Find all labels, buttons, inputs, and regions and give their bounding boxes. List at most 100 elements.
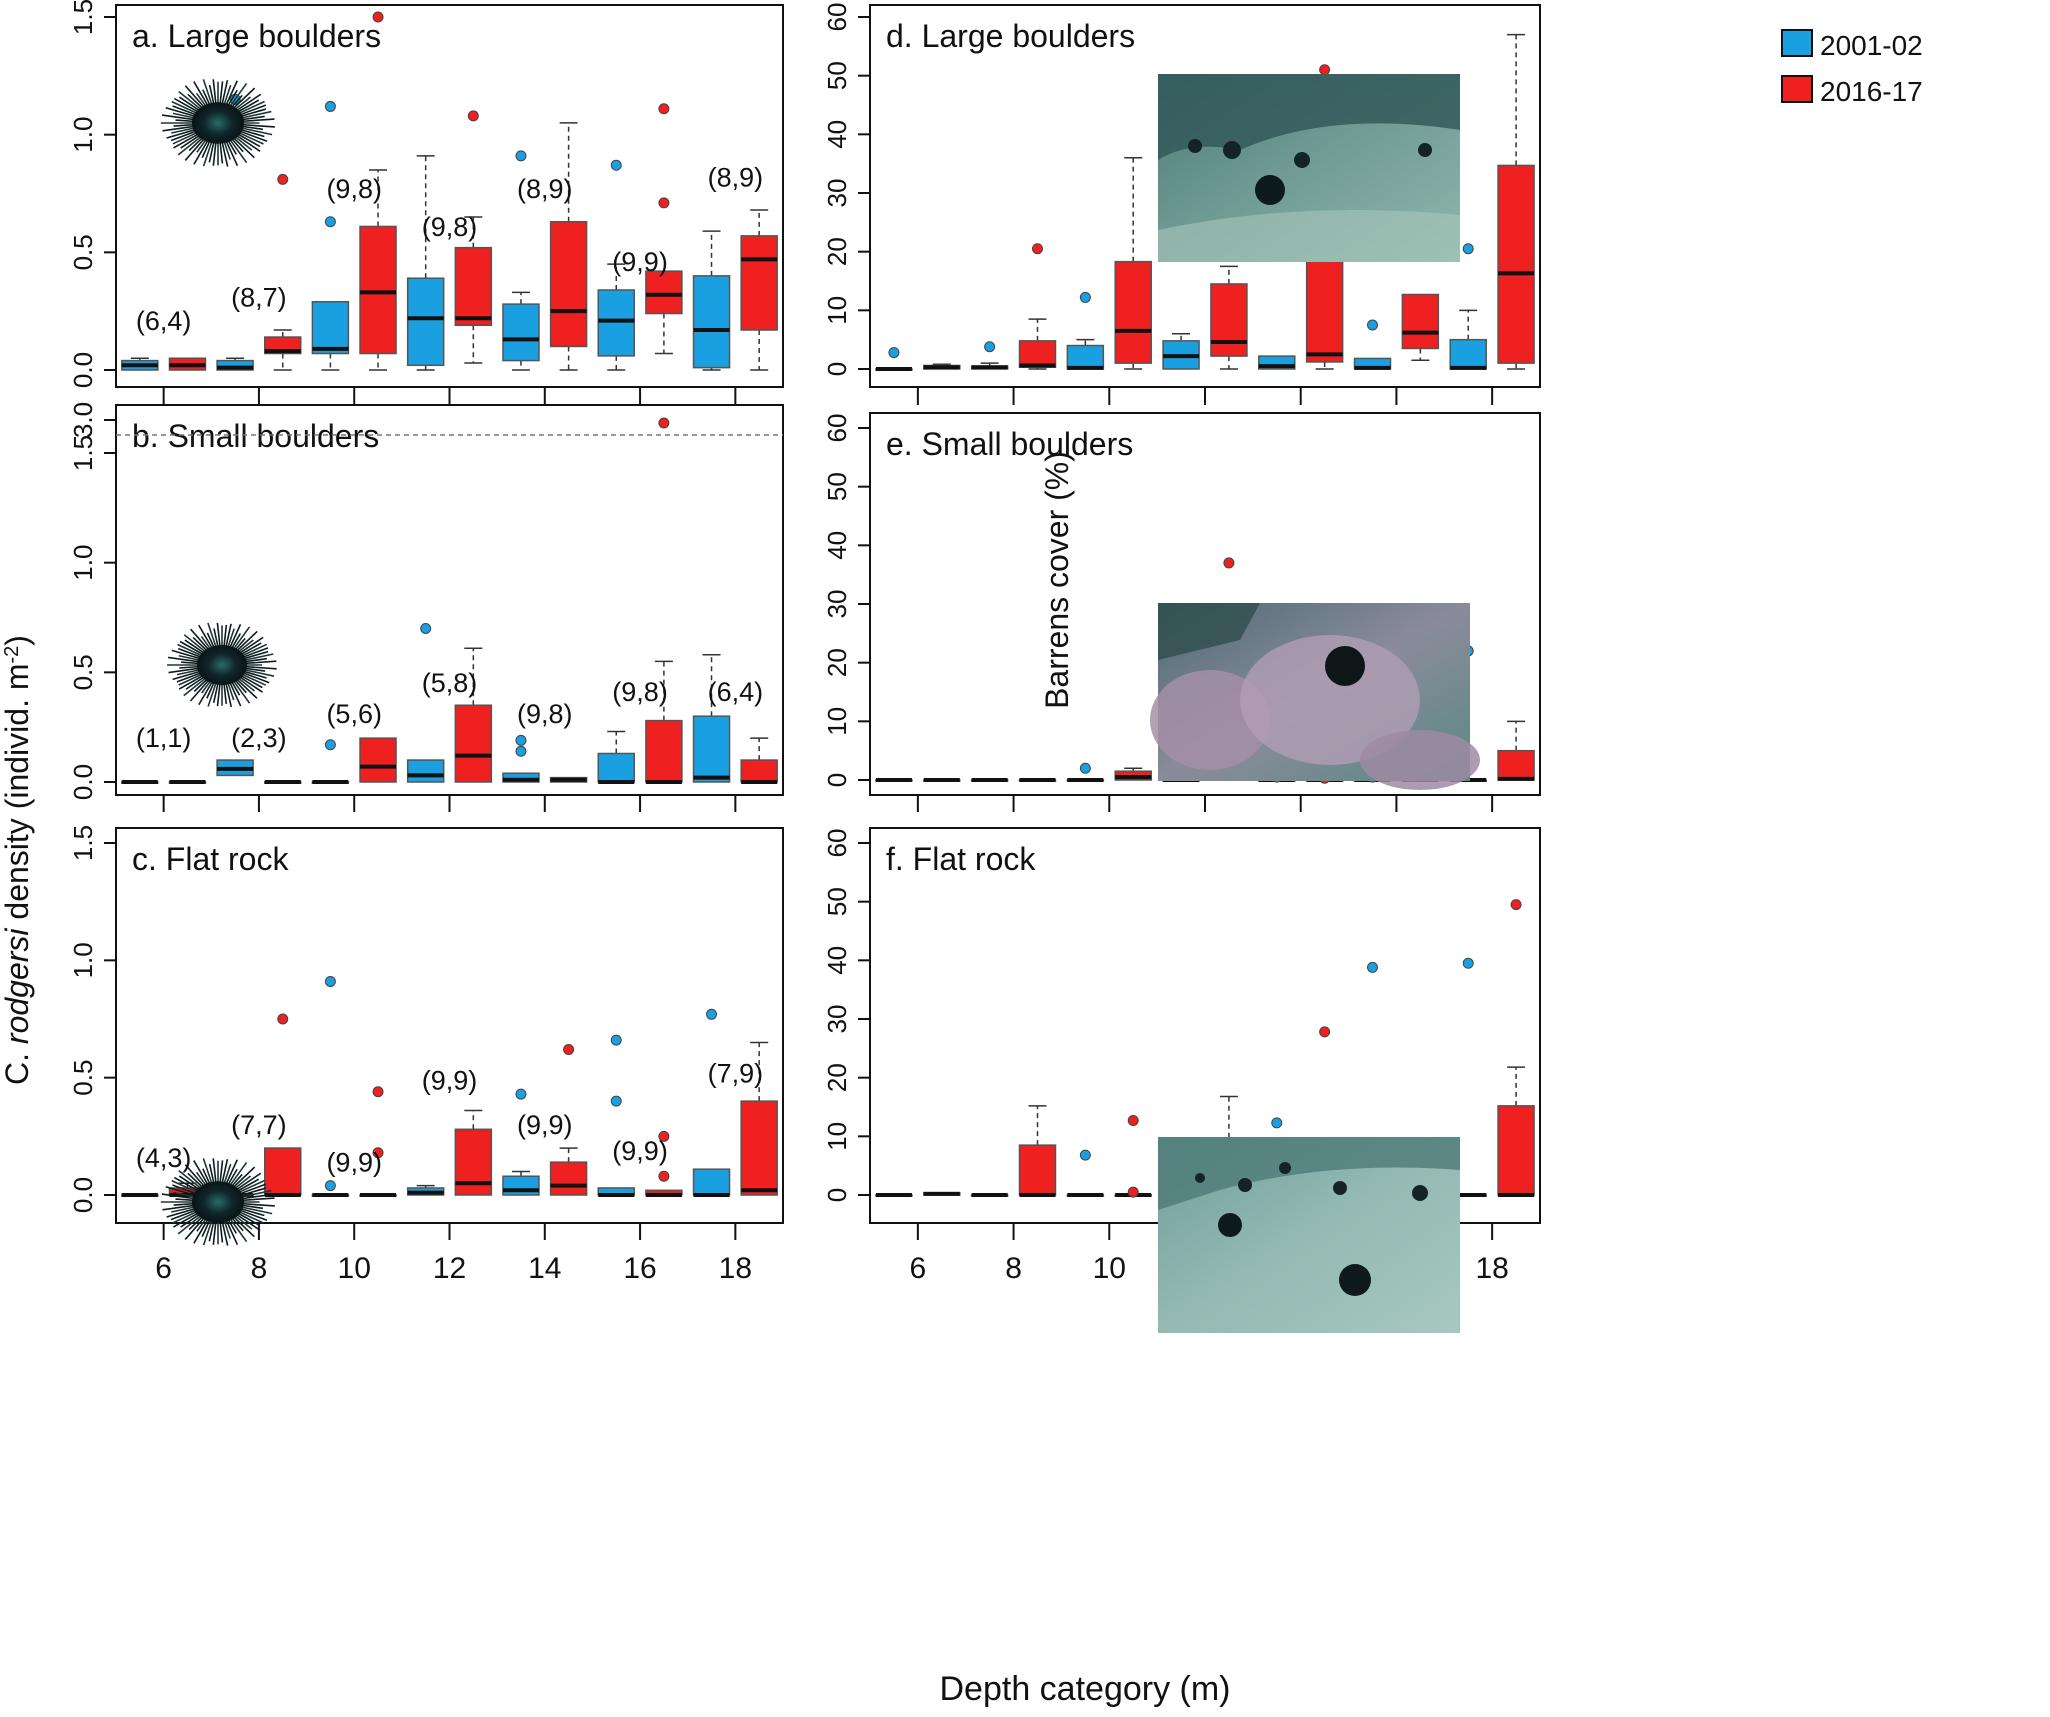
panel-b-2016-17-cat-10-box	[359, 737, 397, 783]
panel-d-2016-17-cat-10-box	[1114, 260, 1152, 364]
panel-e-title: e. Small boulders	[886, 426, 1133, 462]
panel-a-2001-02-cat-16-box	[597, 289, 635, 357]
panel-f-2001-02-cat-16-outlier	[1367, 961, 1378, 973]
panel-a-ytick-label: 1.5	[68, 0, 98, 35]
panel-f-ytick-label: 10	[822, 1122, 852, 1151]
panel-a-2016-17-cat-10-box	[359, 225, 397, 355]
panel-c-ytick-label: 0.0	[68, 1177, 98, 1213]
panel-c-sample-size-label: (9,9)	[326, 1148, 382, 1178]
panel-a-2001-02-cat-8-box	[216, 359, 254, 371]
panel-a-2001-02-cat-10-box	[311, 301, 350, 355]
panel-b-axis-break-label: 3.0	[68, 402, 98, 438]
panel-d-2001-02-cat-8-outlier	[984, 341, 996, 353]
panel-d-2016-17-cat-8-box	[1018, 340, 1057, 368]
panel-f-ytick-label: 20	[822, 1063, 852, 1092]
panel-e-ytick-label: 50	[822, 472, 852, 501]
panel-c-2016-17-cat-8-outlier	[277, 1013, 289, 1025]
panel-b-sample-size-label: (5,6)	[326, 699, 382, 729]
panel-c-sample-size-label: (7,9)	[708, 1058, 764, 1088]
panel-a-2001-02-cat-14-box	[502, 303, 540, 362]
legend-label-2016-17: 2016-17	[1820, 76, 1923, 107]
panel-b-ytick-label: 0.0	[68, 764, 98, 800]
panel-e-2001-02-cat-10-outlier	[1079, 762, 1091, 774]
panel-c-ytick-label: 1.0	[68, 942, 98, 978]
panel-a-2001-02-cat-10-outlier	[324, 216, 336, 228]
y-axis-label-right: Barrens cover (%)	[1039, 451, 1075, 709]
panel-c-2001-02-cat-16-outlier	[610, 1034, 622, 1046]
panel-c-2016-17-cat-10-outlier	[372, 1086, 384, 1098]
panel-c-ytick-label: 0.5	[68, 1060, 98, 1096]
panel-b-2016-17-cat-18-box	[740, 759, 778, 783]
panel-a-2001-02-cat-12-box	[406, 277, 445, 367]
panel-f-2001-02-cat-10-outlier	[1079, 1149, 1091, 1161]
panel-c-2016-17-cat-10-outlier	[372, 1147, 384, 1159]
panel-d-ytick-label: 40	[822, 120, 852, 149]
panel-a-2016-17-cat-12-outlier	[467, 110, 479, 122]
panel-a-2016-17-cat-18-box	[740, 235, 778, 331]
panel-b-sample-size-label: (9,8)	[517, 699, 573, 729]
panel-b-sample-size-label: (5,8)	[422, 668, 478, 698]
panel-a-ytick-label: 0.5	[68, 234, 98, 270]
panel-f-xtick-label: 18	[1475, 1252, 1508, 1285]
panel-a-sample-size-label: (9,8)	[422, 212, 478, 242]
panel-e-ytick-label: 30	[822, 590, 852, 619]
panel-c-2001-02-cat-16-outlier	[610, 1095, 622, 1107]
panel-a-sample-size-label: (8,9)	[517, 174, 573, 204]
x-axis-label: Depth category (m)	[940, 1670, 1231, 1708]
panel-c-xtick-label: 12	[433, 1252, 466, 1285]
panel-a-2016-17-cat-16-outlier	[658, 197, 670, 209]
panel-e-ytick-label: 0	[822, 773, 852, 787]
sea-urchin-photo	[160, 1158, 275, 1246]
panel-b-2001-02-cat-12-box	[406, 759, 445, 783]
panel-c-2016-17-cat-14-outlier	[563, 1044, 575, 1056]
panel-f-ytick-label: 50	[822, 887, 852, 916]
panel-f-ytick-label: 60	[822, 829, 852, 858]
panel-a-2001-02-cat-10-outlier	[324, 100, 336, 112]
panel-c-2016-17-cat-16-outlier	[658, 1130, 670, 1142]
panel-b-2001-02-cat-14-outlier	[515, 734, 527, 746]
panel-c-sample-size-label: (9,9)	[612, 1136, 668, 1166]
panel-c-xtick-label: 6	[155, 1252, 172, 1285]
panel-a-2016-17-cat-16-box	[645, 270, 683, 315]
panel-a-2016-17-cat-8-outlier	[277, 173, 289, 185]
panel-a-sample-size-label: (8,7)	[231, 282, 287, 312]
y-axis-label-left: C. rodgersi density (individ. m-2)	[0, 635, 35, 1085]
panel-d-2001-02-cat-6-outlier	[888, 347, 900, 359]
panel-a-2001-02-cat-18-box	[692, 275, 731, 369]
panel-b-2016-17-cat-16-outlier	[658, 417, 670, 429]
panel-c-sample-size-label: (9,9)	[517, 1110, 573, 1140]
panel-f-ytick-label: 30	[822, 1005, 852, 1034]
panel-f-2016-17-cat-18-outlier	[1510, 899, 1522, 911]
panel-d-2016-17-cat-18-box	[1497, 164, 1535, 364]
panel-a-2016-17-cat-12-box	[454, 246, 493, 327]
panel-e-ytick-label: 40	[822, 531, 852, 560]
panel-c-2001-02-cat-10-outlier	[324, 1180, 336, 1192]
panel-b-sample-size-label: (1,1)	[136, 723, 192, 753]
panel-f-2016-17-cat-8-box	[1018, 1144, 1057, 1196]
panel-c-2001-02-cat-14-outlier	[515, 1088, 527, 1100]
panel-e-2016-17-cat-12-outlier	[1223, 557, 1235, 569]
panel-a-sample-size-label: (9,9)	[612, 247, 668, 277]
panel-f-2016-17-cat-18-box	[1497, 1105, 1535, 1196]
panel-f-ytick-label: 40	[822, 946, 852, 975]
panel-c-title: c. Flat rock	[132, 841, 289, 877]
panel-c-xtick-label: 18	[719, 1252, 752, 1285]
panel-b-ytick-label: 1.5	[68, 435, 98, 471]
panel-b-ytick-label: 1.0	[68, 545, 98, 581]
panel-f-ytick-label: 0	[822, 1188, 852, 1202]
panel-b-2001-02-cat-12-outlier	[420, 622, 432, 634]
panel-c-2016-17-cat-8-box	[264, 1147, 302, 1196]
panel-d-2016-17-cat-16-box	[1401, 293, 1440, 350]
panel-f-xtick-label: 6	[910, 1252, 927, 1285]
panel-d-ytick-label: 10	[822, 296, 852, 325]
panel-f-2016-17-cat-10-outlier	[1127, 1186, 1139, 1198]
panel-d-2016-17-cat-8-outlier	[1032, 243, 1043, 255]
panel-b-2001-02-cat-10-outlier	[324, 739, 336, 751]
panel-a-title: a. Large boulders	[132, 18, 381, 54]
panel-f-xtick-label: 8	[1005, 1252, 1022, 1285]
panel-b-title: b. Small boulders	[132, 418, 379, 454]
panel-a-sample-size-label: (6,4)	[136, 306, 192, 336]
panel-f-2001-02-cat-18-outlier	[1462, 957, 1474, 969]
panel-d-ytick-label: 50	[822, 61, 852, 90]
sea-urchin-photo	[167, 622, 277, 708]
